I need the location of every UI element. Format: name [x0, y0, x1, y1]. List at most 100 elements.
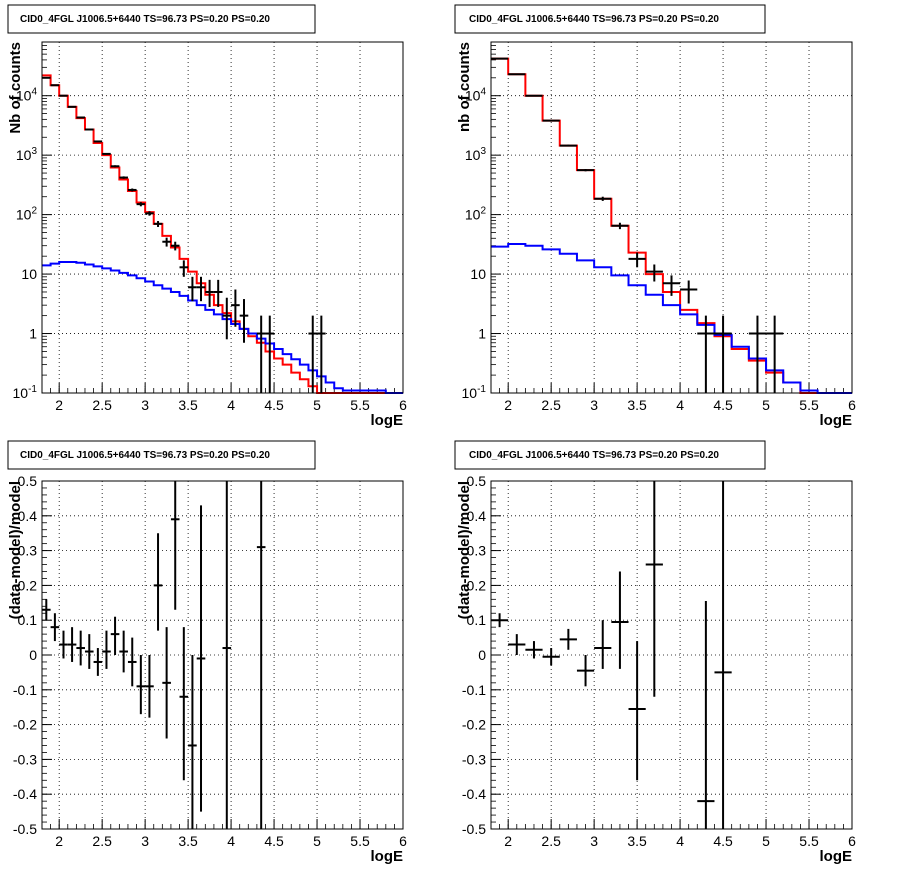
- chart-title: CID0_4FGL J1006.5+6440 TS=96.73 PS=0.20 …: [20, 14, 270, 25]
- data-point: [196, 276, 206, 302]
- x-tick-label: 3.5: [627, 397, 647, 413]
- plot-area: 2 2.5 3 3.5 4 4.5 5 5.5 6 -0.5 -0.4 -0.3 -0.2 -0.1 0 0.…: [13, 473, 407, 849]
- plot-frame: [490, 480, 853, 830]
- data-point: [93, 140, 103, 143]
- y-tick-label: 102: [465, 206, 487, 223]
- residual-point: [491, 613, 509, 628]
- data-point: [308, 315, 318, 393]
- plot-background: [491, 42, 852, 393]
- data-point: [127, 188, 137, 192]
- x-tick-label: 3.5: [627, 833, 647, 849]
- x-tick-label: 2.5: [92, 833, 112, 849]
- data-point: [766, 315, 784, 393]
- x-tick-label: 2: [55, 833, 63, 849]
- x-axis-label: logE: [371, 848, 404, 865]
- residual-point: [714, 481, 732, 829]
- residual-point: [525, 641, 543, 659]
- x-axis-label: logE: [371, 412, 404, 429]
- x-tick-label: 5.5: [799, 833, 819, 849]
- x-tick-label: 4: [676, 397, 684, 413]
- residual-point: [67, 627, 77, 662]
- spectrum-panel-left: CID0_4FGL J1006.5+6440 TS=96.73 PS=0.20 …: [7, 4, 407, 429]
- x-tick-label: 2: [504, 397, 512, 413]
- data-point: [42, 76, 51, 79]
- y-axis-label: nb of counts: [456, 42, 473, 132]
- data-point: [179, 260, 189, 277]
- residual-point: [179, 627, 189, 781]
- y-tick-label: 0.3: [18, 543, 38, 559]
- data-point: [748, 315, 767, 393]
- residual-point: [697, 601, 715, 829]
- residual-point: [594, 620, 612, 669]
- model-component-step-line: [491, 243, 852, 394]
- y-tick-label: 0.3: [467, 543, 487, 559]
- residual-point: [59, 630, 68, 659]
- data-point: [559, 144, 577, 147]
- x-tick-label: 4.5: [264, 397, 284, 413]
- data-point: [525, 94, 543, 97]
- data-point: [542, 119, 560, 122]
- plot-frame: [41, 41, 404, 394]
- data-point: [256, 315, 266, 393]
- y-tick-label: 103: [16, 146, 38, 163]
- y-tick-label: 0.2: [467, 577, 487, 593]
- y-tick-label: 10-1: [462, 384, 487, 401]
- x-tick-label: 4.5: [713, 397, 733, 413]
- y-tick-label: 10-1: [13, 384, 38, 401]
- x-tick-label: 5.5: [799, 397, 819, 413]
- x-tick-label: 4.5: [713, 833, 733, 849]
- residual-point: [542, 648, 560, 666]
- residual-point: [188, 655, 197, 829]
- chart-title: CID0_4FGL J1006.5+6440 TS=96.73 PS=0.20 …: [20, 450, 270, 461]
- x-tick-label: 3: [590, 397, 598, 413]
- plot-frame: [490, 41, 853, 394]
- data-point: [145, 211, 154, 216]
- y-axis-label: (data-model)/model: [456, 481, 473, 619]
- data-point: [317, 315, 326, 393]
- data-point: [662, 275, 681, 296]
- data-point: [714, 315, 732, 393]
- residual-point: [119, 630, 128, 673]
- x-axis-label: logE: [820, 412, 853, 429]
- residual-point: [127, 637, 137, 687]
- y-tick-label: -0.5: [462, 821, 486, 837]
- y-tick-label: -0.5: [13, 821, 37, 837]
- data-point: [76, 116, 85, 119]
- y-tick-label: 0.5: [18, 473, 38, 489]
- data-point: [136, 202, 146, 207]
- y-tick-label: 0.2: [18, 577, 38, 593]
- spectrum-panel-right: CID0_4FGL J1006.5+6440 TS=96.73 PS=0.20 …: [454, 4, 856, 429]
- chart-title: CID0_4FGL J1006.5+6440 TS=96.73 PS=0.20 …: [469, 450, 719, 461]
- x-tick-label: 4: [227, 833, 235, 849]
- x-tick-label: 4: [227, 397, 235, 413]
- y-axis-label: Nb of counts: [7, 42, 24, 134]
- data-point: [67, 105, 77, 108]
- data-point: [239, 299, 249, 343]
- x-tick-label: 4: [676, 833, 684, 849]
- x-tick-label: 3: [590, 833, 598, 849]
- data-point: [153, 221, 163, 227]
- x-tick-label: 3: [141, 397, 149, 413]
- y-tick-label: 0.4: [18, 508, 38, 524]
- x-tick-label: 3: [141, 833, 149, 849]
- residual-panel-right: CID0_4FGL J1006.5+6440 TS=96.73 PS=0.20 …: [454, 440, 856, 865]
- residual-point: [102, 630, 111, 669]
- residual-point: [110, 616, 120, 655]
- data-point: [628, 252, 646, 268]
- residual-point: [50, 613, 60, 642]
- residual-point: [611, 571, 629, 669]
- x-tick-label: 5: [313, 397, 321, 413]
- y-tick-label: -0.4: [13, 786, 37, 802]
- x-tick-label: 6: [399, 833, 407, 849]
- x-tick-label: 4.5: [264, 833, 284, 849]
- x-tick-label: 5.5: [350, 397, 370, 413]
- y-tick-label: 0.1: [18, 612, 38, 628]
- x-tick-label: 5: [313, 833, 321, 849]
- residual-point: [136, 655, 146, 715]
- title-box: [454, 440, 766, 470]
- plot-area: 2 2.5 3 3.5 4 4.5 5 5.5 6 -0.5 -0.4 -0.3 -0.2 -0.1 0 0.…: [462, 473, 856, 849]
- x-tick-label: 2.5: [92, 397, 112, 413]
- x-tick-label: 6: [848, 833, 856, 849]
